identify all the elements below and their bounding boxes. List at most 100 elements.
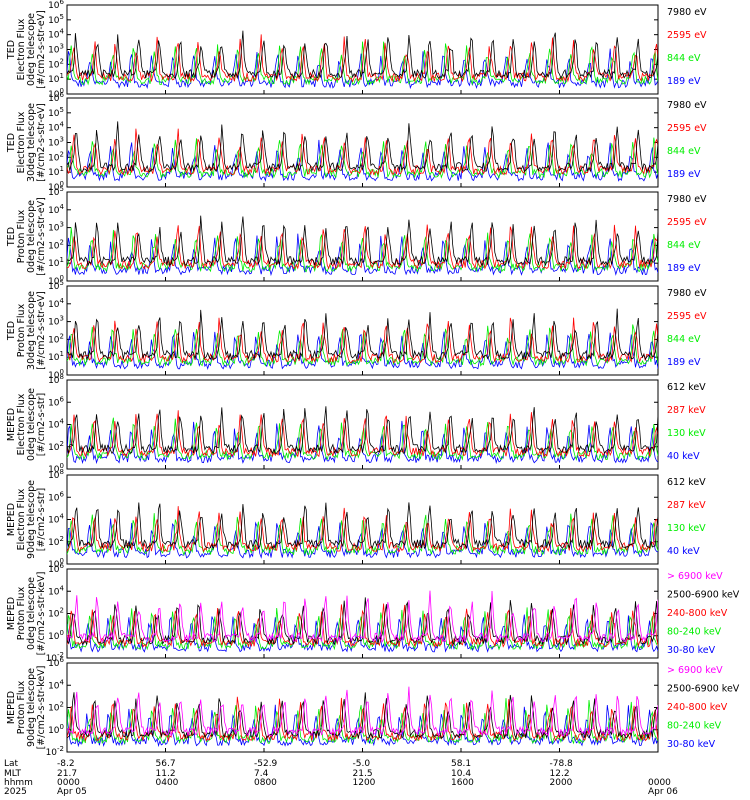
x-row-value: 21.7: [57, 769, 77, 779]
y-tick-label: 102: [48, 440, 64, 453]
x-row-value: 56.7: [156, 759, 176, 769]
y-tick-label: 103: [48, 221, 64, 234]
y-axis-label: MEPED Proton Flux 0deg telescope [#/cm2-s-s…: [6, 572, 47, 656]
y-axis-label: MEPED Electron Flux 90deg telescope [#/cm2-…: [6, 480, 47, 559]
legend-entry: 844 eV: [667, 146, 701, 157]
x-row-value: 21.5: [353, 769, 373, 779]
y-axis-label-line: Proton Flux: [16, 586, 27, 640]
y-axis-label-line: [#/cm2-s-str-eV]: [36, 10, 47, 89]
x-row-value: 7.4: [254, 769, 269, 779]
legend-entry: 2595 eV: [667, 311, 707, 322]
legend-entry: > 6900 keV: [667, 665, 723, 676]
y-tick-label: 104: [48, 28, 64, 41]
y-tick-label: 101: [48, 256, 64, 269]
y-axis-label-line: [#/cm2-s-str-keV]: [36, 572, 47, 656]
y-tick-label: 106: [48, 395, 64, 408]
y-tick-label: 105: [48, 13, 64, 26]
y-axis-label-line: 30deg telescope: [26, 291, 37, 370]
series-line: [67, 597, 658, 646]
y-axis-label-line: MEPED: [6, 691, 17, 724]
legend-entry: 844 eV: [667, 334, 701, 345]
legend-entry: 7980 eV: [667, 288, 707, 299]
y-tick-label: 10-2: [46, 745, 64, 758]
y-axis-label-line: TED: [6, 40, 17, 60]
series-line: [67, 406, 658, 455]
legend-entry: 30-80 keV: [667, 739, 716, 750]
x-row-value: 1600: [451, 778, 474, 788]
series-line: [67, 30, 658, 80]
legend-entry: 844 eV: [667, 240, 701, 251]
x-row-value: 2000: [550, 778, 573, 788]
legend-entry: 240-800 keV: [667, 702, 728, 713]
legend-entry: 2595 eV: [667, 30, 707, 41]
y-axis-label-line: Electron Flux: [16, 111, 27, 173]
legend-entry: 189 eV: [667, 76, 701, 87]
y-axis-label-line: MEPED: [6, 503, 17, 536]
series-line: [67, 331, 658, 371]
y-tick-label: 104: [48, 203, 64, 216]
x-row-label: hhmm: [4, 778, 33, 788]
y-tick-label: 104: [48, 584, 64, 597]
x-row-label: Lat: [4, 759, 19, 769]
legend-entry: 240-800 keV: [667, 608, 728, 619]
legend-entry: 844 eV: [667, 53, 701, 64]
y-axis-label-line: Proton Flux: [16, 680, 27, 734]
y-axis-label: TED Electron Flux 30deg telescope [#/cm2-s-…: [6, 103, 47, 182]
y-tick-label: 104: [48, 513, 64, 526]
x-row-value: 11.2: [156, 769, 176, 779]
legend-entry: 80-240 keV: [667, 721, 722, 732]
y-tick-label: 105: [48, 106, 64, 119]
y-axis-label-line: [#/cm2-s-str-eV]: [36, 103, 47, 182]
legend-entry: > 6900 keV: [667, 571, 723, 582]
series-line: [67, 137, 658, 180]
legend-entry: 189 eV: [667, 357, 701, 368]
series-line: [67, 308, 658, 361]
y-tick-label: 101: [48, 72, 64, 85]
y-axis-label-line: 0deg telescope: [26, 577, 37, 650]
y-axis-label-line: MEPED: [6, 408, 17, 441]
panel-frame: [66, 97, 659, 188]
x-row-value: 0000: [57, 778, 80, 788]
series-line: [67, 686, 658, 738]
legend-entry: 189 eV: [667, 169, 701, 180]
x-row-value: 1200: [353, 778, 376, 788]
series-line: [67, 696, 658, 743]
y-tick-label: 104: [48, 678, 64, 691]
y-tick-label: 106: [48, 490, 64, 503]
y-axis-label-line: Electron Flux: [16, 393, 27, 455]
y-tick-label: 103: [48, 43, 64, 56]
series-line: [67, 410, 658, 458]
x-row-value: 0400: [156, 778, 179, 788]
x-row-value: -8.2: [57, 759, 75, 769]
y-tick-label: 102: [48, 607, 64, 620]
series-line: [67, 590, 658, 644]
series-line: [67, 417, 658, 462]
y-axis-label-line: Proton Flux: [16, 209, 27, 263]
y-tick-label: 102: [48, 238, 64, 251]
y-axis-label-line: [#/cm2-s-str-eV]: [36, 197, 47, 276]
series-line: [67, 41, 658, 86]
y-axis-label-line: Electron Flux: [16, 18, 27, 80]
x-row-value: 10.4: [451, 769, 471, 779]
x-row-value: 58.1: [451, 759, 471, 769]
legend-entry: 2595 eV: [667, 123, 707, 134]
legend-entry: 2595 eV: [667, 217, 707, 228]
y-tick-label: 103: [48, 315, 64, 328]
legend-entry: 7980 eV: [667, 100, 707, 111]
legend-entry: 612 keV: [667, 477, 706, 488]
y-axis-label-line: TED: [6, 321, 17, 341]
y-axis-label-line: MEPED: [6, 597, 17, 630]
x-row-value: 0800: [254, 778, 277, 788]
legend-entry: 287 keV: [667, 500, 706, 511]
series-line: [67, 518, 658, 559]
y-axis-label-line: Proton Flux: [16, 303, 27, 357]
x-row-value: -78.8: [550, 759, 574, 769]
legend-entry: 2500-6900 keV: [667, 684, 740, 695]
legend-entry: 130 keV: [667, 428, 706, 439]
